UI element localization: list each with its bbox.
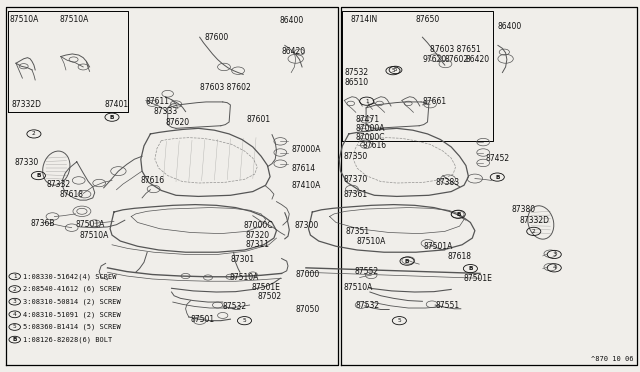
Text: 87510A: 87510A [80, 231, 109, 240]
Text: 3: 3 [552, 252, 556, 257]
Text: 87401: 87401 [104, 100, 129, 109]
Text: 87330: 87330 [14, 158, 38, 167]
Text: 2: 2 [13, 286, 17, 292]
Text: ^870 10 06: ^870 10 06 [591, 356, 634, 362]
Text: 87383: 87383 [435, 178, 460, 187]
Text: 87603 87651: 87603 87651 [430, 45, 481, 54]
Text: B: B [13, 337, 17, 342]
Text: 2: 2 [532, 229, 536, 234]
Text: 5: 5 [391, 68, 395, 73]
Text: 87611: 87611 [146, 97, 170, 106]
Text: 86510: 86510 [344, 78, 369, 87]
Text: 87301: 87301 [230, 255, 255, 264]
Text: 5:08360-B1414 (5) SCREW: 5:08360-B1414 (5) SCREW [23, 324, 121, 330]
Text: 4: 4 [552, 265, 556, 270]
Text: 87510A: 87510A [229, 273, 259, 282]
Text: 4:08310-51091 (2) SCREW: 4:08310-51091 (2) SCREW [23, 311, 121, 318]
Text: 87311: 87311 [245, 240, 269, 248]
Text: 87452: 87452 [485, 154, 509, 163]
Text: 1: 1 [13, 274, 17, 279]
Text: 1:08126-82028(6) BOLT: 1:08126-82028(6) BOLT [23, 336, 112, 343]
Text: 8714IN: 8714IN [351, 15, 378, 24]
Text: 87333: 87333 [154, 107, 178, 116]
Text: 87332D: 87332D [12, 100, 42, 109]
Text: B: B [456, 212, 460, 217]
Text: 87300: 87300 [294, 221, 319, 230]
Text: 87661: 87661 [422, 97, 447, 106]
Text: 87618: 87618 [448, 252, 472, 261]
Text: 87501E: 87501E [464, 274, 493, 283]
Text: 87532: 87532 [223, 302, 247, 311]
Text: 87501A: 87501A [424, 242, 453, 251]
Text: 87616: 87616 [141, 176, 165, 185]
Text: 87600: 87600 [205, 33, 229, 42]
Text: 87350: 87350 [343, 153, 367, 161]
Text: 87050: 87050 [296, 305, 320, 314]
Text: 5: 5 [243, 318, 246, 323]
Text: 87000C: 87000C [243, 221, 273, 230]
Text: 87351: 87351 [346, 227, 370, 236]
Text: 87000C: 87000C [356, 133, 385, 142]
Text: 87602: 87602 [445, 55, 469, 64]
Text: 87000A: 87000A [291, 145, 321, 154]
Text: 97620: 97620 [422, 55, 447, 64]
Text: 87501A: 87501A [76, 220, 105, 229]
Text: 5: 5 [397, 318, 401, 323]
Text: 87620: 87620 [165, 118, 189, 126]
Text: 87510A: 87510A [60, 15, 89, 24]
Text: 87370: 87370 [343, 175, 367, 184]
Text: 87510A: 87510A [343, 283, 372, 292]
Text: 87618: 87618 [60, 190, 83, 199]
Text: 5: 5 [394, 67, 397, 73]
Text: 87501: 87501 [191, 315, 215, 324]
Text: 87650: 87650 [416, 15, 440, 24]
Text: 86420: 86420 [466, 55, 490, 64]
Text: 87410A: 87410A [291, 182, 321, 190]
Text: 87361: 87361 [343, 190, 367, 199]
Text: 8736B: 8736B [31, 219, 55, 228]
Text: 86400: 86400 [498, 22, 522, 31]
Text: 3:08310-50814 (2) SCREW: 3:08310-50814 (2) SCREW [23, 298, 121, 305]
Text: 4: 4 [13, 312, 17, 317]
Text: 87603 87602: 87603 87602 [200, 83, 250, 92]
Text: 86420: 86420 [282, 47, 306, 56]
Text: 5: 5 [13, 324, 17, 330]
Text: 3: 3 [13, 299, 17, 304]
Text: 87000: 87000 [296, 270, 320, 279]
Text: 87601: 87601 [246, 115, 271, 124]
Text: 87501E: 87501E [252, 283, 280, 292]
Text: B: B [495, 174, 499, 180]
Text: 87510A: 87510A [10, 15, 39, 24]
Text: 2:08540-41612 (6) SCREW: 2:08540-41612 (6) SCREW [23, 286, 121, 292]
Text: 87320: 87320 [245, 231, 269, 240]
Text: 87614: 87614 [291, 164, 316, 173]
Text: 87000A: 87000A [356, 124, 385, 133]
Text: 87552: 87552 [355, 267, 379, 276]
Text: 1: 1 [365, 99, 369, 104]
Text: 87532: 87532 [344, 68, 369, 77]
Text: 87471: 87471 [356, 115, 380, 124]
Text: B: B [36, 173, 40, 178]
Text: 2: 2 [32, 131, 36, 137]
Text: 87380: 87380 [512, 205, 536, 214]
Text: 1:08330-51642(4) SCREW: 1:08330-51642(4) SCREW [23, 273, 116, 280]
Text: 86400: 86400 [280, 16, 304, 25]
Text: 87551: 87551 [435, 301, 460, 310]
Text: 87510A: 87510A [356, 237, 386, 246]
Text: 87332D: 87332D [520, 217, 550, 225]
Text: 87502: 87502 [258, 292, 282, 301]
Text: 87332: 87332 [46, 180, 70, 189]
Text: B: B [405, 259, 409, 264]
Text: B: B [468, 266, 472, 271]
Text: 87616: 87616 [362, 141, 387, 150]
Text: B: B [110, 115, 114, 120]
Text: 87532: 87532 [356, 301, 380, 310]
